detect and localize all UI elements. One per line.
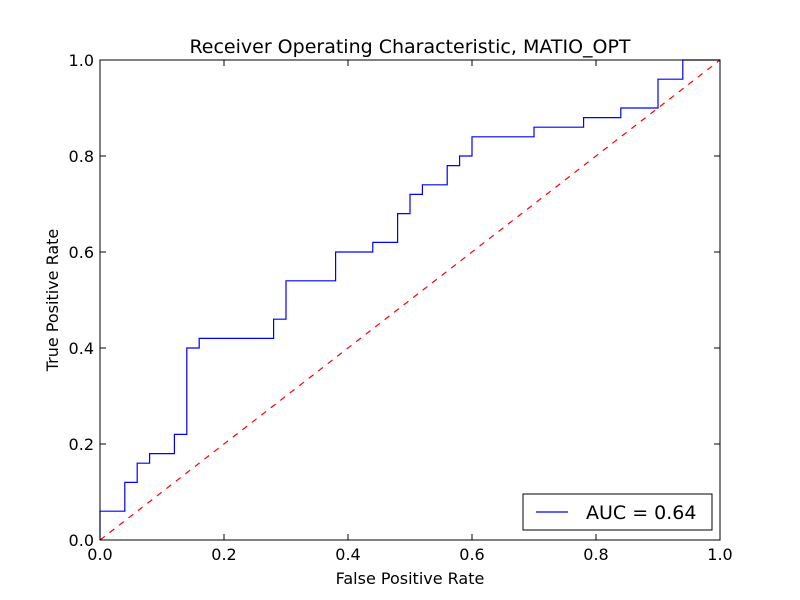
y-tick-label: 1.0 [69, 51, 94, 70]
x-tick-label: 0.4 [335, 545, 360, 564]
y-tick-label: 0.8 [69, 147, 94, 166]
x-tick-label: 0.6 [459, 545, 484, 564]
legend: AUC = 0.64 [522, 493, 713, 531]
y-tick-label: 0.2 [69, 435, 94, 454]
x-tick-label: 0.8 [583, 545, 608, 564]
y-tick-label: 0.0 [69, 531, 94, 550]
plot-frame [99, 59, 721, 541]
y-axis-label: True Positive Rate [43, 229, 62, 373]
x-tick-label: 1.0 [707, 545, 732, 564]
y-tick-label: 0.4 [69, 339, 94, 358]
x-axis-label: False Positive Rate [336, 569, 485, 588]
axis-ticks: 0.0 0.2 0.4 0.6 0.8 1.0 0.0 0.2 0.4 0.6 0.8 1.0 [69, 51, 733, 564]
y-tick-label: 0.6 [69, 243, 94, 262]
plot-area [99, 59, 721, 541]
x-tick-label: 0.0 [87, 545, 112, 564]
x-tick-label: 0.2 [211, 545, 236, 564]
chart-title: Receiver Operating Characteristic, MATIO… [189, 36, 630, 58]
chance-diagonal-line [99, 59, 721, 541]
legend-entry-label: AUC = 0.64 [586, 502, 696, 524]
roc-curve-line [99, 59, 720, 540]
